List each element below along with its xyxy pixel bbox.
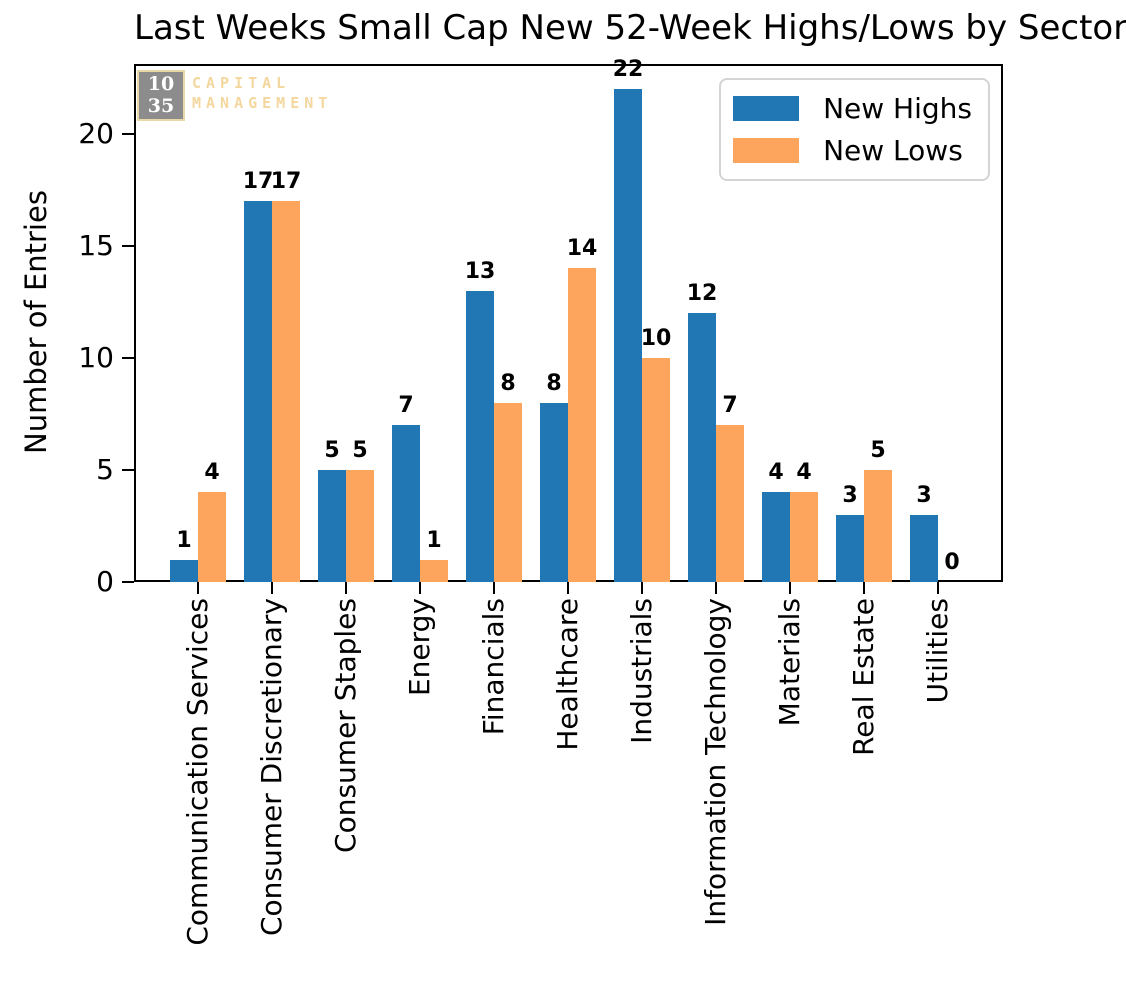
x-tick-mark-healthcare <box>566 582 570 594</box>
bar-new-highs-energy <box>392 425 420 582</box>
x-tick-label-information-technology: Information Technology <box>699 598 732 926</box>
legend-item-new-lows: New Lows <box>733 134 972 167</box>
bar-value-new-lows-real-estate: 5 <box>870 438 886 463</box>
bar-new-lows-communication-services <box>198 492 226 582</box>
logo-number-top: 10 <box>147 73 175 95</box>
bar-value-new-lows-consumer-staples: 5 <box>352 438 368 463</box>
bar-new-lows-energy <box>420 559 448 582</box>
x-tick-mark-real-estate <box>862 582 866 594</box>
bar-value-new-lows-financials: 8 <box>500 370 516 396</box>
legend-label-new-highs: New Highs <box>823 92 972 125</box>
bar-new-highs-real-estate <box>836 514 864 582</box>
y-tick-mark-15 <box>122 244 134 248</box>
legend-swatch-new-lows <box>733 138 800 163</box>
bar-new-highs-information-technology <box>688 313 716 582</box>
bar-new-lows-materials <box>790 492 818 582</box>
bar-value-new-highs-consumer-staples: 5 <box>324 438 340 463</box>
y-tick-mark-10 <box>122 356 134 360</box>
logo: 10 35 CAPITAL MANAGEMENT <box>137 70 332 121</box>
logo-word-capital: CAPITAL <box>192 74 291 92</box>
logo-number-bottom: 35 <box>147 95 175 117</box>
legend-swatch-new-highs <box>733 96 800 121</box>
bar-new-highs-consumer-staples <box>318 470 346 582</box>
y-tick-label-20: 20 <box>78 117 114 150</box>
bar-new-lows-consumer-staples <box>346 470 374 582</box>
x-tick-mark-utilities <box>936 582 940 594</box>
bar-value-new-highs-financials: 13 <box>464 258 496 284</box>
x-tick-label-materials: Materials <box>773 598 806 727</box>
bar-new-lows-information-technology <box>716 425 744 582</box>
bar-value-new-lows-materials: 4 <box>796 460 812 486</box>
bar-new-highs-healthcare <box>540 402 568 582</box>
bar-new-highs-industrials <box>614 89 642 582</box>
legend-label-new-lows: New Lows <box>823 134 963 167</box>
bar-new-lows-financials <box>494 402 522 582</box>
x-tick-mark-communication-services <box>196 582 200 594</box>
bar-value-new-highs-communication-services: 1 <box>176 527 192 553</box>
x-tick-mark-energy <box>418 582 422 594</box>
bar-new-highs-communication-services <box>170 559 198 582</box>
bar-value-new-lows-communication-services: 4 <box>204 460 220 486</box>
y-tick-label-10: 10 <box>78 341 114 374</box>
bar-value-new-highs-healthcare: 8 <box>546 370 562 396</box>
bar-value-new-lows-energy: 1 <box>426 527 442 553</box>
y-tick-mark-5 <box>122 468 134 472</box>
bar-value-new-highs-industrials: 22 <box>612 57 644 83</box>
x-tick-mark-industrials <box>640 582 644 594</box>
bar-value-new-lows-information-technology: 7 <box>722 393 738 419</box>
bar-value-new-highs-energy: 7 <box>398 393 414 419</box>
x-tick-mark-consumer-staples <box>344 582 348 594</box>
bar-value-new-lows-healthcare: 14 <box>566 236 598 262</box>
bar-new-highs-consumer-discretionary <box>244 201 272 582</box>
x-tick-label-utilities: Utilities <box>921 598 954 704</box>
x-tick-label-consumer-discretionary: Consumer Discretionary <box>255 598 288 936</box>
y-tick-label-5: 5 <box>96 453 114 486</box>
x-tick-mark-information-technology <box>714 582 718 594</box>
chart-title: Last Weeks Small Cap New 52-Week Highs/L… <box>134 8 1126 48</box>
bar-new-highs-utilities <box>910 514 938 582</box>
bar-new-highs-materials <box>762 492 790 582</box>
bar-new-lows-industrials <box>642 358 670 582</box>
x-tick-label-healthcare: Healthcare <box>551 598 584 751</box>
x-tick-label-real-estate: Real Estate <box>847 598 880 756</box>
bar-value-new-highs-information-technology: 12 <box>686 281 718 307</box>
bar-value-new-highs-utilities: 3 <box>916 482 932 508</box>
y-tick-mark-0 <box>122 580 134 584</box>
bars-layer: 1 4 17 17 5 5 7 1 13 8 8 14 22 10 12 7 4 4 3 5 3 0 <box>134 59 1003 582</box>
x-tick-mark-financials <box>492 582 496 594</box>
x-tick-mark-materials <box>788 582 792 594</box>
y-tick-mark-20 <box>122 132 134 136</box>
legend: New Highs New Lows <box>719 78 990 181</box>
x-tick-label-consumer-staples: Consumer Staples <box>329 598 362 853</box>
x-tick-label-industrials: Industrials <box>625 598 658 744</box>
bar-new-lows-consumer-discretionary <box>272 201 300 582</box>
bar-new-lows-healthcare <box>568 268 596 582</box>
y-tick-label-0: 0 <box>96 565 114 598</box>
bar-value-new-lows-industrials: 10 <box>640 326 672 351</box>
y-tick-label-15: 15 <box>78 229 114 262</box>
logo-badge: 10 35 <box>137 70 185 121</box>
bar-value-new-lows-consumer-discretionary: 17 <box>270 169 302 195</box>
bar-value-new-lows-utilities: 0 <box>944 550 960 575</box>
legend-item-new-highs: New Highs <box>733 92 972 125</box>
logo-wordmark: CAPITAL MANAGEMENT <box>192 73 332 113</box>
x-tick-label-financials: Financials <box>477 598 510 736</box>
bar-value-new-highs-materials: 4 <box>768 460 784 486</box>
bar-new-lows-real-estate <box>864 470 892 582</box>
x-tick-mark-consumer-discretionary <box>270 582 274 594</box>
logo-word-management: MANAGEMENT <box>192 94 333 112</box>
x-tick-label-energy: Energy <box>403 598 436 697</box>
bar-value-new-highs-real-estate: 3 <box>842 482 858 508</box>
bar-new-highs-financials <box>466 290 494 582</box>
bar-value-new-highs-consumer-discretionary: 17 <box>242 169 274 195</box>
x-tick-label-communication-services: Communication Services <box>181 598 214 946</box>
